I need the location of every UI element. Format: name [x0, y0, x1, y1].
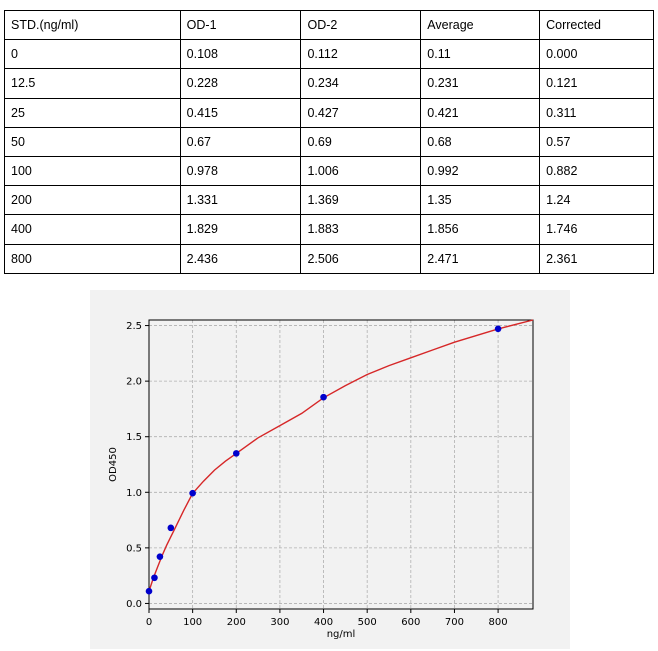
- standard-curve-chart: 0 100 200 300 400 500 600 700 800 0.0 0.5 1.0 1.5 2.0…: [108, 319, 534, 640]
- y-tick-label: 2.0: [126, 377, 142, 388]
- y-axis-label: OD450: [108, 447, 119, 482]
- cell-corrected: 0.57: [539, 126, 654, 157]
- cell-corrected: 0.882: [539, 155, 654, 187]
- y-tick-label: 0.5: [126, 543, 142, 554]
- header-average: Average: [420, 9, 541, 41]
- cell-average: 0.68: [420, 126, 541, 157]
- x-tick-label: 800: [489, 617, 508, 628]
- table-row: 800 2.436 2.506 2.471 2.361: [4, 243, 654, 274]
- data-point: [145, 587, 153, 595]
- cell-od1: 0.415: [179, 97, 302, 128]
- table-row: 50 0.67 0.69 0.68 0.57: [4, 126, 654, 157]
- cell-od2: 0.234: [300, 68, 422, 99]
- x-tick-label: 600: [401, 617, 420, 628]
- standards-table: STD.(ng/ml) OD-1 OD-2 Average Corrected …: [4, 9, 654, 274]
- chart-ticks: 0 100 200 300 400 500 600 700 800 0.0 0.5 1.0 1.5 2.0…: [126, 321, 508, 628]
- cell-std: 12.5: [4, 68, 181, 99]
- cell-od1: 2.436: [179, 243, 302, 274]
- cell-od2: 2.506: [300, 243, 422, 274]
- data-point: [151, 574, 158, 582]
- cell-average: 0.231: [420, 68, 541, 99]
- table-row: 400 1.829 1.883 1.856 1.746: [4, 214, 654, 245]
- cell-od1: 0.108: [179, 39, 302, 70]
- data-point: [167, 524, 175, 532]
- cell-average: 1.856: [420, 214, 541, 245]
- fit-curve-line: [148, 319, 534, 592]
- cell-od1: 1.829: [179, 214, 302, 245]
- data-point: [494, 325, 502, 333]
- header-corrected: Corrected: [539, 9, 654, 41]
- cell-od1: 0.67: [179, 126, 302, 157]
- cell-std: 800: [4, 243, 181, 274]
- data-point: [156, 553, 164, 560]
- cell-std: 25: [4, 97, 181, 128]
- cell-od1: 0.978: [179, 155, 302, 187]
- cell-std: 400: [4, 214, 181, 245]
- plot-area: [148, 319, 534, 610]
- y-tick-label: 0.0: [126, 599, 142, 610]
- cell-std: 100: [4, 155, 181, 187]
- table-row: 200 1.331 1.369 1.35 1.24: [4, 185, 654, 216]
- cell-std: 0: [4, 39, 181, 70]
- data-point: [320, 393, 327, 401]
- cell-corrected: 0.311: [539, 97, 654, 128]
- table-row: 0 0.108 0.112 0.11 0.000: [4, 39, 654, 70]
- x-tick-label: 500: [358, 617, 377, 628]
- x-tick-label: 0: [146, 617, 152, 628]
- x-axis-label: ng/ml: [327, 629, 356, 640]
- x-tick-label: 400: [314, 617, 333, 628]
- table-row: 25 0.415 0.427 0.421 0.311: [4, 97, 654, 128]
- y-tick-label: 1.0: [126, 488, 142, 499]
- standard-curve-figure: 0 100 200 300 400 500 600 700 800 0.0 0.5 1.0 1.5 2.0…: [90, 290, 570, 649]
- fit-curve-group: [148, 319, 534, 592]
- y-tick-label: 1.5: [126, 432, 142, 443]
- cell-average: 0.421: [420, 97, 541, 128]
- cell-od2: 0.112: [300, 39, 422, 70]
- cell-std: 200: [4, 185, 181, 216]
- cell-od2: 1.006: [300, 155, 422, 187]
- x-tick-label: 200: [227, 617, 246, 628]
- table-header-row: STD.(ng/ml) OD-1 OD-2 Average Corrected: [4, 9, 654, 41]
- data-points: [145, 325, 502, 595]
- cell-corrected: 0.121: [539, 68, 654, 99]
- cell-std: 50: [4, 126, 181, 157]
- x-tick-label: 300: [270, 617, 289, 628]
- header-od1: OD-1: [179, 9, 302, 41]
- x-tick-label: 700: [445, 617, 464, 628]
- cell-corrected: 2.361: [539, 243, 654, 274]
- cell-corrected: 1.24: [539, 185, 654, 216]
- table-row: 12.5 0.228 0.234 0.231 0.121: [4, 68, 654, 99]
- cell-average: 0.11: [420, 39, 541, 70]
- data-point: [232, 450, 240, 457]
- cell-average: 0.992: [420, 155, 541, 187]
- cell-average: 1.35: [420, 185, 541, 216]
- cell-od2: 0.69: [300, 126, 422, 157]
- cell-od1: 1.331: [179, 185, 302, 216]
- cell-od1: 0.228: [179, 68, 302, 99]
- cell-corrected: 1.746: [539, 214, 654, 245]
- cell-od2: 1.369: [300, 185, 422, 216]
- table-row: 100 0.978 1.006 0.992 0.882: [4, 155, 654, 187]
- cell-average: 2.471: [420, 243, 541, 274]
- y-tick-label: 2.5: [126, 321, 142, 332]
- cell-corrected: 0.000: [539, 39, 654, 70]
- cell-od2: 0.427: [300, 97, 422, 128]
- header-od2: OD-2: [300, 9, 422, 41]
- header-std: STD.(ng/ml): [4, 9, 181, 41]
- x-tick-label: 100: [183, 617, 202, 628]
- chart-grid: [148, 320, 533, 609]
- data-point: [189, 489, 196, 497]
- cell-od2: 1.883: [300, 214, 422, 245]
